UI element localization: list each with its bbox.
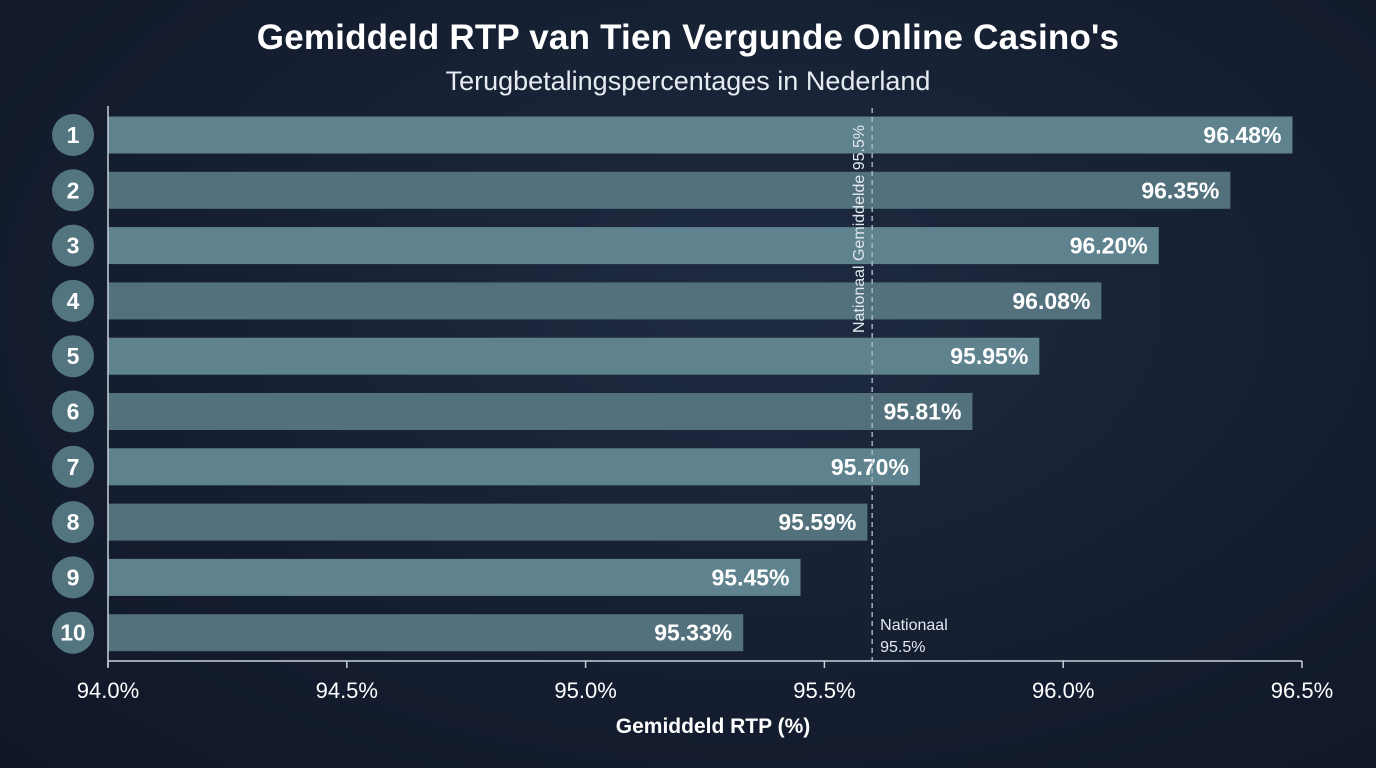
bar-value-label: 95.95% — [950, 343, 1028, 369]
x-tick-label: 95.5% — [793, 678, 855, 703]
rank-badge — [52, 224, 94, 267]
x-tick-label: 94.5% — [316, 678, 378, 703]
bar-10 — [108, 614, 744, 652]
bar-7 — [108, 448, 920, 486]
rank-badge — [52, 611, 94, 654]
bar-value-label: 95.70% — [831, 454, 909, 480]
bar-value-label: 96.08% — [1012, 288, 1090, 314]
rank-number: 6 — [67, 399, 80, 425]
rank-badge — [52, 445, 94, 488]
reference-line-vertical-label: Nationaal Gemiddelde 95.5% — [851, 125, 868, 333]
bar-8 — [108, 503, 868, 541]
bar-6 — [108, 393, 973, 430]
x-axis: 94.0% 94.5% 95.0% 95.5% 96.0% 96.5% — [77, 106, 1333, 703]
bar-5 — [108, 337, 1040, 375]
reference-line-label: Nationaal — [880, 617, 948, 634]
rank-badge — [52, 501, 94, 544]
rank-number: 7 — [67, 454, 80, 480]
bar-value-label: 96.20% — [1070, 233, 1148, 259]
bar-4 — [108, 282, 1102, 320]
bar-value-label: 95.45% — [712, 564, 790, 590]
bar-2 — [108, 171, 1231, 209]
rank-number: 2 — [67, 177, 80, 203]
bars-layer: 96.48% 96.35% 96.20% 96.08% 95.95% 95.81% 95.7… — [108, 116, 1293, 652]
x-tick-label: 95.0% — [554, 678, 616, 703]
rank-number: 3 — [67, 233, 80, 259]
x-tick-label: 96.5% — [1271, 678, 1333, 703]
bar-value-label: 95.33% — [654, 620, 732, 646]
reference-line-value: 95.5% — [880, 639, 925, 656]
chart-subtitle: Terugbetalingspercentages in Nederland — [445, 66, 931, 96]
chart-title: Gemiddeld RTP van Tien Vergunde Online C… — [256, 18, 1120, 57]
rank-number: 5 — [67, 343, 80, 369]
bar-1 — [108, 116, 1293, 154]
rank-number: 10 — [60, 620, 86, 646]
rank-number: 8 — [67, 509, 80, 535]
x-tick-label: 94.0% — [77, 678, 139, 703]
x-axis-title: Gemiddeld RTP (%) — [616, 715, 810, 738]
rank-number: 4 — [67, 288, 80, 314]
reference-line-group: Nationaal Gemiddelde 95.5% Nationaal 95.5% — [851, 108, 948, 661]
rank-badge — [52, 169, 94, 212]
rank-badge — [52, 335, 94, 378]
rank-badge — [52, 114, 94, 156]
rank-badges: 1 2 3 4 5 6 7 8 9 10 — [52, 114, 94, 654]
rank-badge — [52, 390, 94, 433]
bar-value-label: 95.81% — [883, 399, 961, 425]
bar-9 — [108, 558, 801, 596]
rank-badge — [52, 279, 94, 322]
x-tick-label: 96.0% — [1032, 678, 1094, 703]
bar-value-label: 96.48% — [1203, 122, 1281, 148]
bar-value-label: 96.35% — [1141, 177, 1219, 203]
bar-3 — [108, 227, 1159, 265]
bar-value-label: 95.59% — [778, 509, 856, 535]
rank-number: 9 — [67, 564, 80, 590]
rank-number: 1 — [67, 122, 80, 148]
rank-badge — [52, 556, 94, 599]
